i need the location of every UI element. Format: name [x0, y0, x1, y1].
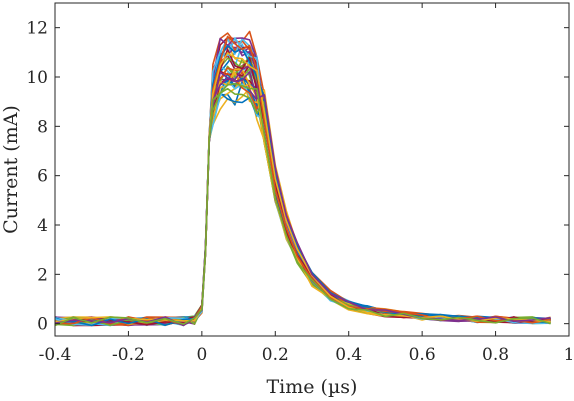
series-line: [54, 35, 551, 327]
series-line: [54, 58, 551, 323]
series-line: [54, 47, 551, 325]
series-line: [54, 78, 551, 326]
y-axis-label: Current (mA): [0, 105, 22, 234]
series-line: [54, 54, 551, 327]
x-tick-label: -0.4: [39, 345, 72, 365]
series-line: [54, 37, 551, 327]
x-tick-label: 0: [196, 345, 207, 365]
series-line: [54, 54, 551, 325]
series-line: [54, 44, 551, 327]
series-line: [54, 38, 551, 327]
series-line: [54, 36, 551, 326]
series-line: [54, 67, 551, 326]
series-line: [54, 64, 551, 327]
series-line: [54, 68, 551, 325]
series-line: [54, 76, 551, 326]
y-tick-label: 0: [37, 315, 48, 335]
x-tick-label: 0.2: [262, 345, 289, 365]
series-line: [54, 87, 551, 327]
series-line: [54, 37, 551, 326]
x-axis-label: Time (µs): [267, 376, 358, 398]
x-tick-label: 0.4: [335, 345, 362, 365]
y-tick-label: 2: [37, 265, 48, 285]
series-line: [54, 65, 551, 325]
x-tick-label: 0.6: [409, 345, 436, 365]
series-line: [54, 37, 551, 326]
x-tick-label: -0.2: [112, 345, 145, 365]
plot-frame: [54, 2, 570, 337]
series-line: [54, 66, 551, 324]
x-tick-label: 0.8: [482, 345, 509, 365]
series-line: [54, 77, 551, 326]
x-tick-label: 1: [564, 345, 574, 365]
series-line: [54, 83, 551, 327]
series-line: [54, 92, 551, 325]
y-tick-label: 4: [37, 216, 48, 236]
y-tick-label: 10: [26, 68, 48, 88]
y-tick-label: 6: [37, 167, 48, 187]
series-line: [54, 80, 551, 326]
series-line: [54, 48, 551, 326]
y-tick-label: 12: [26, 19, 48, 39]
series-line: [54, 64, 551, 326]
series-line: [54, 71, 551, 325]
series-line: [54, 67, 551, 326]
series-line: [54, 43, 551, 326]
series-line: [54, 71, 551, 326]
series-line: [54, 71, 551, 327]
series-line: [54, 87, 551, 326]
series-line: [54, 44, 551, 327]
axes-group: [54, 2, 570, 337]
traces-group: [54, 30, 551, 327]
series-line: [54, 72, 551, 326]
series-line: [54, 72, 551, 327]
series-line: [54, 78, 551, 327]
series-line: [54, 41, 551, 326]
series-line: [54, 65, 551, 326]
y-tick-label: 8: [37, 117, 48, 137]
series-line: [54, 52, 551, 324]
series-line: [54, 30, 551, 325]
series-line: [54, 46, 551, 327]
